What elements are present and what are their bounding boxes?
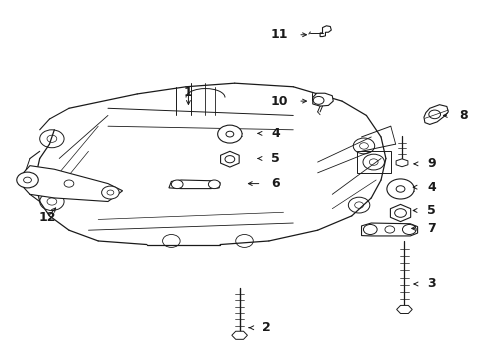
Polygon shape [20,166,122,202]
Circle shape [17,172,38,188]
Circle shape [394,209,406,217]
Circle shape [64,180,74,187]
Polygon shape [396,305,411,314]
Polygon shape [320,26,330,37]
Polygon shape [395,159,407,167]
Text: 4: 4 [427,181,435,194]
Text: 5: 5 [271,152,280,165]
Polygon shape [231,331,247,339]
Circle shape [384,226,394,233]
Text: 8: 8 [458,109,467,122]
Circle shape [363,225,376,234]
Circle shape [225,131,233,137]
Text: 4: 4 [271,127,280,140]
Text: 9: 9 [427,157,435,170]
Polygon shape [168,180,220,189]
Bar [356,151,390,173]
Text: 5: 5 [427,204,435,217]
Text: 7: 7 [427,222,435,235]
Text: 6: 6 [271,177,279,190]
Text: 2: 2 [261,321,270,334]
Text: 1: 1 [183,86,192,99]
Circle shape [107,190,114,195]
Circle shape [171,180,183,189]
Circle shape [428,110,440,119]
Text: 12: 12 [38,211,56,224]
Text: 10: 10 [270,95,288,108]
Circle shape [102,186,119,199]
Circle shape [313,96,324,104]
Circle shape [224,156,234,163]
Polygon shape [423,105,447,125]
Polygon shape [220,151,239,167]
Circle shape [402,225,415,234]
Polygon shape [389,204,410,222]
Polygon shape [361,223,417,236]
Circle shape [208,180,220,189]
Polygon shape [312,93,332,106]
Text: 11: 11 [270,28,288,41]
Circle shape [23,177,31,183]
Circle shape [386,179,413,199]
Text: 3: 3 [427,278,435,291]
Circle shape [395,186,404,192]
Circle shape [217,125,242,143]
